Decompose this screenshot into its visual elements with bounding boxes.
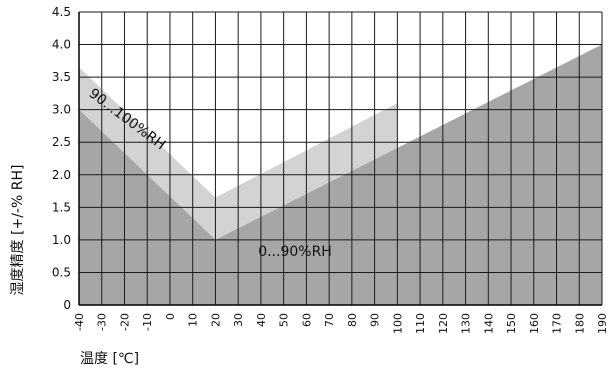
annotation-2: 0...90%RH (258, 244, 332, 260)
y-axis-label: 湿度精度 [+/-% RH] (10, 165, 26, 296)
x-tick-label: -10 (141, 313, 154, 331)
x-tick-label: 120 (437, 313, 450, 334)
x-tick-label: 0 (164, 313, 177, 320)
x-tick-label: 20 (209, 313, 222, 327)
grid-layer (78, 11, 603, 306)
x-tick-label: 80 (346, 313, 359, 327)
x-tick-label: 130 (460, 313, 473, 334)
x-tick-label: 40 (255, 313, 268, 327)
x-tick-label: 10 (187, 313, 200, 327)
x-tick-label: 170 (551, 313, 564, 334)
x-tick-label: -30 (96, 313, 109, 331)
y-tick-label: 3.5 (52, 70, 71, 84)
x-tick-label: 50 (278, 313, 291, 327)
x-tick-label: 110 (414, 313, 427, 334)
x-tick-label: 160 (528, 313, 541, 334)
x-tick-label: 140 (482, 313, 495, 334)
x-tick-label: 100 (391, 313, 404, 334)
y-tick-label: 2.0 (52, 168, 71, 182)
axis-layer (78, 12, 602, 306)
x-tick-label: 90 (369, 313, 382, 327)
x-axis-label: 温度 [℃] (80, 351, 139, 367)
y-tick-label: 0 (63, 298, 71, 312)
x-tick-label: 30 (232, 313, 245, 327)
y-tick-label: 2.5 (52, 135, 71, 149)
y-tick-label: 3.0 (52, 103, 71, 117)
ytick-layer: 0 0.5 1.0 1.5 2.0 2.5 3.0 3.5 4.0 4.5 (52, 5, 71, 312)
y-tick-label: 1.5 (52, 200, 71, 214)
x-tick-label: 180 (573, 313, 586, 334)
x-tick-label: -20 (118, 313, 131, 331)
x-tick-label: 60 (300, 313, 313, 327)
y-tick-label: 1.0 (52, 233, 71, 247)
xtick-layer: -40 -30 -20 -10 0 10 20 30 40 50 60 70 80 90 100 110 120… (73, 313, 609, 334)
y-tick-label: 4.0 (52, 38, 71, 52)
x-tick-label: 190 (596, 313, 609, 334)
x-tick-label: 150 (505, 313, 518, 334)
x-tick-label: -40 (73, 313, 86, 331)
y-tick-label: 4.5 (52, 5, 71, 19)
y-tick-label: 0.5 (52, 265, 71, 279)
x-tick-label: 70 (323, 313, 336, 327)
